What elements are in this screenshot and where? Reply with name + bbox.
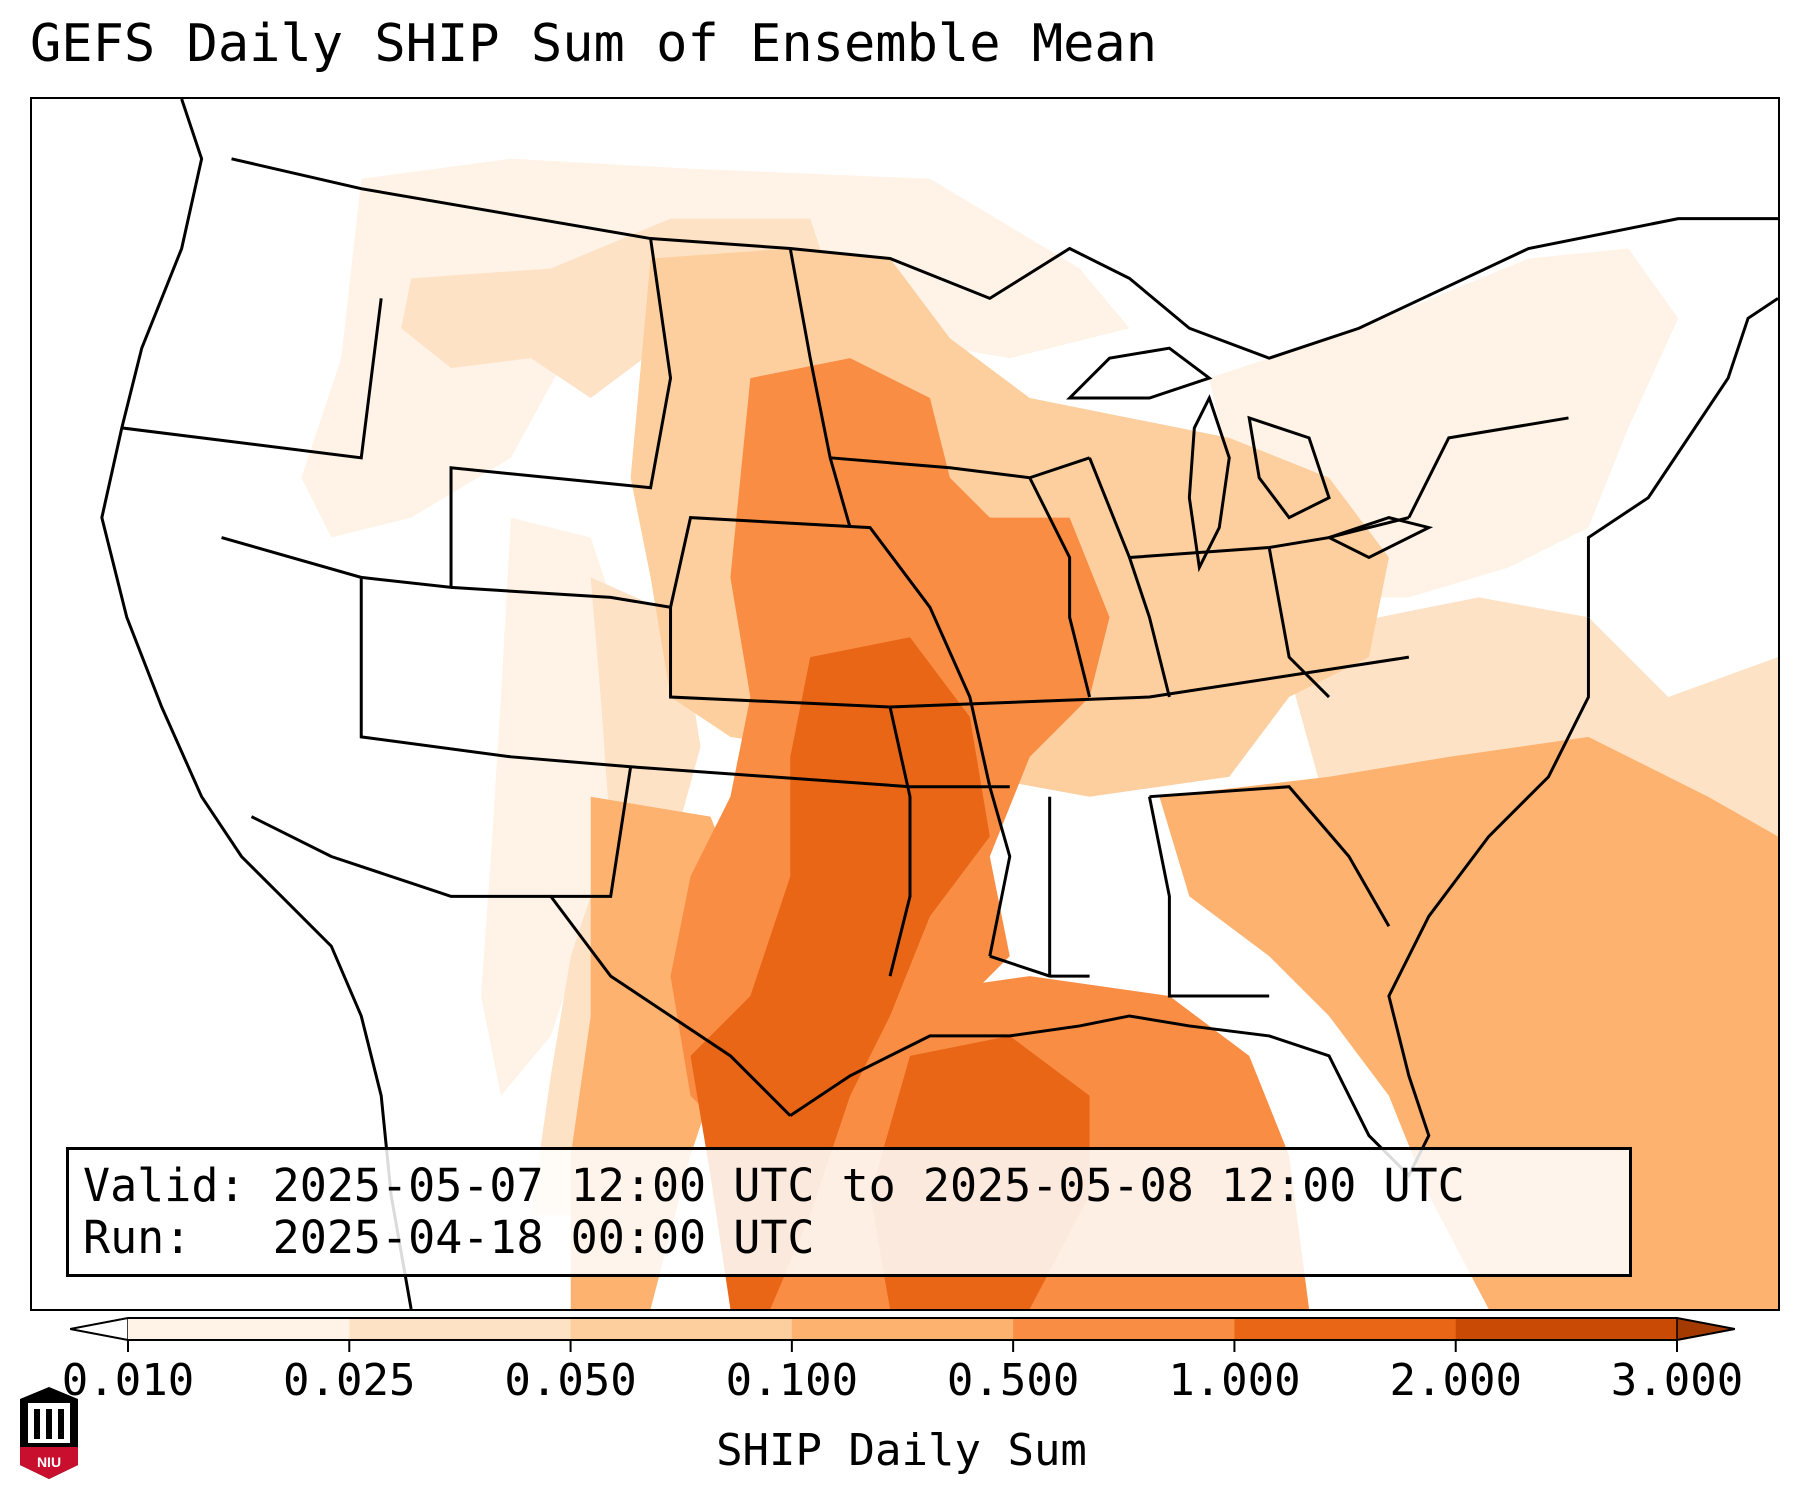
state-line-7 [830,456,1091,480]
borders-layer [100,99,1778,1309]
lake-erie [1325,516,1434,560]
colorbar-tick-label: 2.000 [1389,1355,1522,1406]
colorbar-label: SHIP Daily Sum [716,1425,1087,1476]
map-panel [30,97,1780,1311]
colorbar-segment [349,1318,572,1340]
colorbar-segment [128,1318,350,1340]
logo-text: NIU [37,1454,61,1470]
state-line-11 [1129,516,1410,559]
coastline-gulf [789,617,1590,1178]
colorbar-tick-label: 0.100 [725,1355,859,1406]
state-line-9 [1028,477,1092,698]
border-canada [231,157,1778,360]
colorbar-tick-label: 3.000 [1610,1355,1744,1406]
colorbar-tick-label: 0.010 [61,1355,195,1406]
shade-dark-core [690,637,990,1309]
colorbar-extend-min [69,1317,129,1341]
colorbar-ticks: 0.010 0.025 0.050 0.100 0.500 1.000 2.000 3.000 [0,1355,1803,1415]
shade-lightest-west [480,517,631,1096]
lake-michigan [1187,394,1231,573]
state-line-15 [989,954,1090,978]
lake-huron [1247,415,1331,520]
colorbar-extend-max [1676,1317,1736,1341]
state-line-8 [888,706,912,977]
colorbar-tick-label: 0.050 [504,1355,637,1406]
state-line-13 [1147,796,1270,998]
run-label: Run: [83,1211,192,1264]
shading-layer [301,158,1778,1309]
run-value: 2025-04-18 00:00 UTC [272,1211,815,1264]
colorbar-tick-label: 0.500 [946,1355,1080,1406]
valid-value: 2025-05-07 12:00 UTC to 2025-05-08 12:00… [272,1159,1465,1212]
border-mexico [250,815,792,1117]
state-line-17 [1407,416,1569,519]
valid-run-box: Valid: 2025-05-07 12:00 UTC to 2025-05-0… [66,1147,1632,1277]
colorbar-segment [1234,1318,1457,1340]
state-line-3 [361,238,673,590]
colorbar-segment [1013,1318,1235,1340]
coastline-west [100,99,413,1309]
valid-label: Valid: [83,1159,246,1212]
state-line-12 [1149,785,1391,928]
lake-superior [1066,346,1213,400]
colorbar-tick-label: 1.000 [1168,1355,1301,1406]
state-line-6 [788,248,852,528]
colorbar-tick-label: 0.025 [283,1355,416,1406]
great-lakes [1066,346,1434,573]
coastline-northeast [1586,297,1778,618]
colorbar-segment [570,1318,793,1340]
state-line-1 [121,298,383,460]
state-line-4 [450,585,1410,709]
colorbar-segment [791,1318,1014,1340]
state-line-10 [1088,457,1171,698]
niu-logo: NIU [20,1387,78,1479]
map-title: GEFS Daily SHIP Sum of Ensemble Mean [30,14,1158,74]
colorbar-segment [1455,1318,1678,1340]
state-line-18 [550,766,633,898]
state-line-5 [669,516,1012,957]
shade-lightest-north [301,158,1130,538]
map-svg [100,99,1778,1309]
state-line-16 [1267,547,1331,699]
